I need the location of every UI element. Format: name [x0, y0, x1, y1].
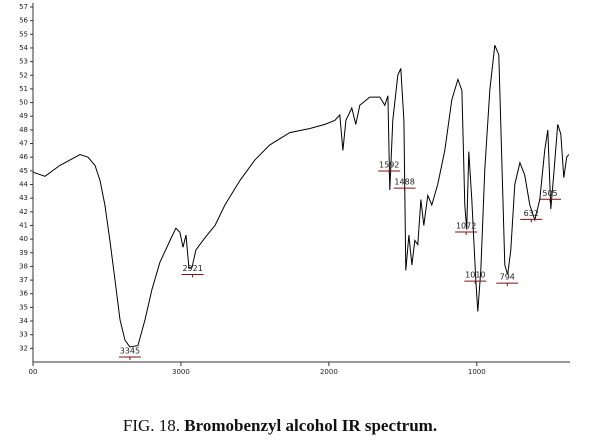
peak-label: 1592 — [379, 160, 399, 169]
peak-label: 2921 — [182, 264, 202, 273]
x-tick-label: 3000 — [172, 368, 190, 376]
y-tick-label: 54 — [19, 44, 28, 52]
y-tick-label: 57 — [19, 3, 28, 11]
y-tick-label: 49 — [19, 112, 28, 120]
y-tick-label: 45 — [19, 167, 28, 175]
caption-prefix: FIG. 18. — [122, 416, 181, 435]
y-tick-label: 47 — [19, 140, 28, 148]
y-tick-label: 55 — [19, 30, 28, 38]
y-tick-label: 42 — [19, 208, 28, 216]
x-tick-label: 2000 — [320, 368, 338, 376]
peak-label: 794 — [500, 273, 515, 282]
y-tick-label: 40 — [19, 235, 28, 243]
x-tick-label: 1000 — [468, 368, 486, 376]
peak-label: 1488 — [394, 178, 414, 187]
caption-title: Bromobenzyl alcohol IR spectrum. — [184, 416, 438, 435]
peak-label: 632 — [524, 209, 539, 218]
y-tick-label: 51 — [19, 85, 28, 93]
y-tick-label: 37 — [19, 276, 28, 284]
peak-label: 3345 — [120, 346, 140, 355]
y-tick-label: 53 — [19, 58, 28, 66]
y-tick-label: 44 — [19, 181, 28, 189]
y-tick-label: 46 — [19, 153, 28, 161]
y-tick-label: 39 — [19, 249, 28, 257]
y-tick-label: 48 — [19, 126, 28, 134]
y-tick-label: 34 — [19, 317, 28, 325]
peak-label: 1010 — [465, 271, 485, 280]
y-tick-label: 38 — [19, 262, 28, 270]
y-tick-label: 52 — [19, 71, 28, 79]
peak-label: 505 — [542, 189, 557, 198]
y-tick-label: 32 — [19, 344, 28, 352]
x-tick-label: 00 — [29, 368, 38, 376]
y-tick-label: 36 — [19, 290, 28, 298]
caption: FIG. 18. Bromobenzyl alcohol IR spectrum… — [0, 416, 560, 436]
peak-label: 1072 — [456, 221, 476, 230]
y-tick-label: 41 — [19, 221, 28, 229]
y-tick-label: 35 — [19, 303, 28, 311]
spectrum-line — [32, 45, 570, 348]
y-tick-label: 33 — [19, 331, 28, 339]
y-tick-label: 56 — [19, 17, 28, 25]
chart: 3233343536373839404142434445464748495051… — [19, 3, 570, 376]
y-tick-label: 43 — [19, 194, 28, 202]
y-tick-label: 50 — [19, 99, 28, 107]
